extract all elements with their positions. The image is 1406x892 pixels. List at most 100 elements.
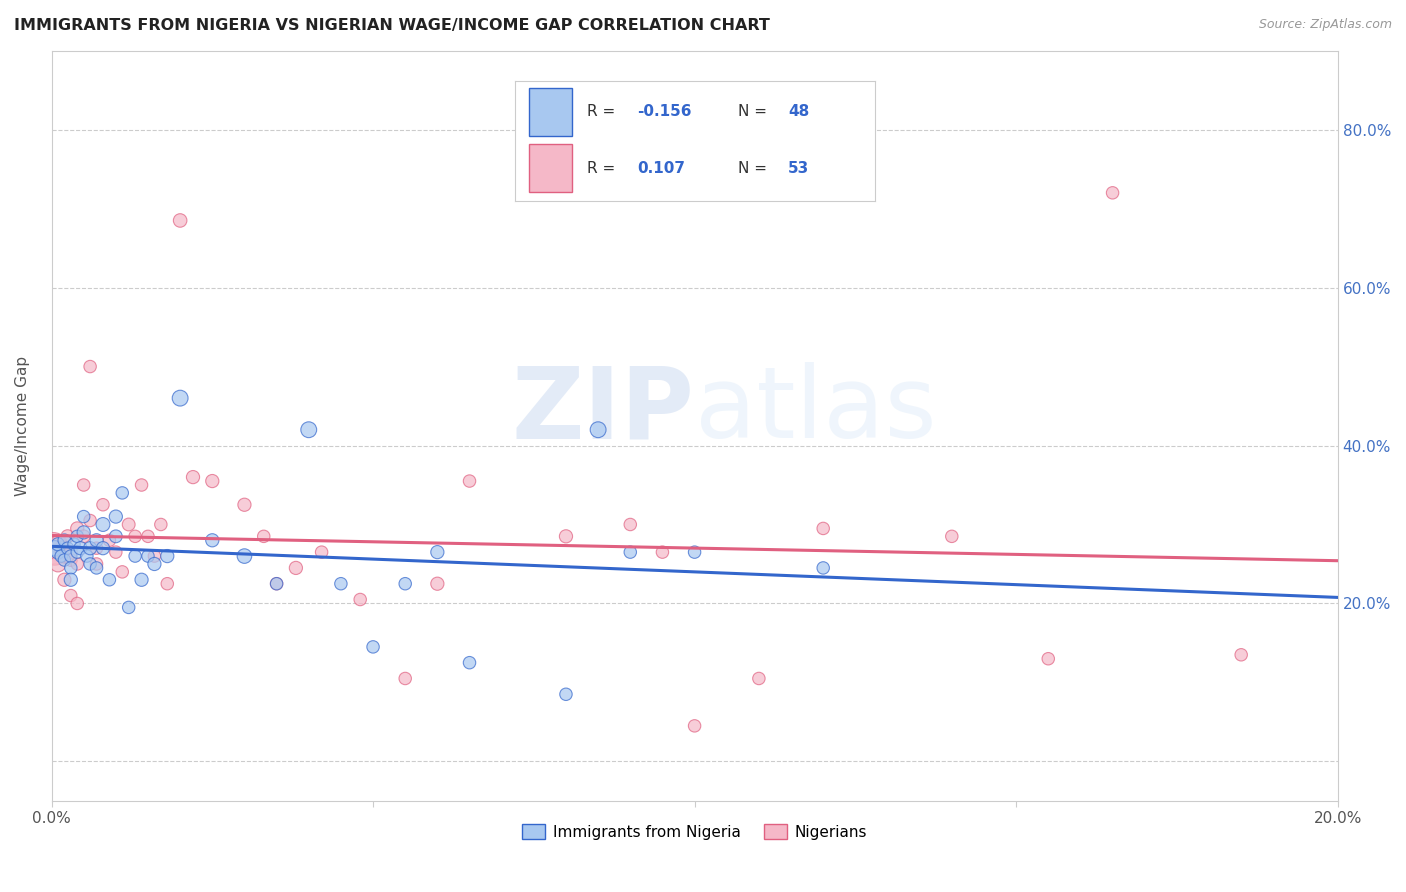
Point [79,557,101,571]
Point [53,553,76,567]
Point [79,359,101,374]
Point [56,541,79,556]
Point [394,672,416,686]
Point [98,533,121,548]
Point [233,498,256,512]
Y-axis label: Wage/Income Gap: Wage/Income Gap [15,356,30,496]
Point [426,545,449,559]
Point [1101,186,1123,200]
Point [361,640,384,654]
Point [169,213,191,227]
Point [51,549,73,563]
Point [46,557,69,571]
Point [53,549,76,563]
Point [44,545,66,559]
Point [69,541,91,556]
Point [266,576,288,591]
Point [136,549,159,563]
Point [266,576,288,591]
Point [51,541,73,556]
Point [941,529,963,543]
Point [53,573,76,587]
Point [619,545,641,559]
Text: ZIP: ZIP [512,362,695,459]
Point [66,597,89,611]
Point [458,474,481,488]
Point [56,529,79,543]
Point [201,474,224,488]
Point [91,541,114,556]
Point [394,576,416,591]
Point [73,525,96,540]
Point [118,517,141,532]
Point [555,529,578,543]
Point [42,541,65,556]
Text: atlas: atlas [695,362,936,459]
Point [73,509,96,524]
Point [66,557,89,571]
Point [458,656,481,670]
Point [46,537,69,551]
Point [59,589,82,603]
Point [46,537,69,551]
Point [811,561,834,575]
Point [66,521,89,535]
Point [73,529,96,543]
Point [298,423,321,437]
Point [91,517,114,532]
Point [683,545,706,559]
Point [59,553,82,567]
Point [156,576,179,591]
Point [156,549,179,563]
Point [86,557,108,571]
Point [748,672,770,686]
Point [104,509,127,524]
Point [111,565,134,579]
Point [1038,651,1060,665]
Point [169,391,191,405]
Point [136,529,159,543]
Point [651,545,673,559]
Point [253,529,276,543]
Point [311,545,333,559]
Point [124,549,146,563]
Point [46,545,69,559]
Text: IMMIGRANTS FROM NIGERIA VS NIGERIAN WAGE/INCOME GAP CORRELATION CHART: IMMIGRANTS FROM NIGERIA VS NIGERIAN WAGE… [14,18,770,33]
Point [79,541,101,556]
Point [76,549,98,563]
Point [426,576,449,591]
Point [53,533,76,548]
Point [86,561,108,575]
Point [619,517,641,532]
Legend: Immigrants from Nigeria, Nigerians: Immigrants from Nigeria, Nigerians [516,818,873,846]
Point [86,541,108,556]
Point [63,537,86,551]
Point [104,529,127,543]
Point [59,549,82,563]
Point [91,498,114,512]
Point [73,478,96,492]
Point [201,533,224,548]
Point [811,521,834,535]
Point [555,687,578,701]
Point [98,573,121,587]
Point [233,549,256,563]
Point [349,592,371,607]
Point [59,545,82,559]
Point [181,470,204,484]
Point [104,545,127,559]
Point [329,576,352,591]
Point [118,600,141,615]
Point [149,517,172,532]
Point [586,423,609,437]
Point [59,573,82,587]
Point [66,529,89,543]
Point [124,529,146,543]
Point [143,557,166,571]
Point [683,719,706,733]
Point [44,541,66,556]
Point [131,478,153,492]
Point [79,514,101,528]
Text: Source: ZipAtlas.com: Source: ZipAtlas.com [1258,18,1392,31]
Point [284,561,307,575]
